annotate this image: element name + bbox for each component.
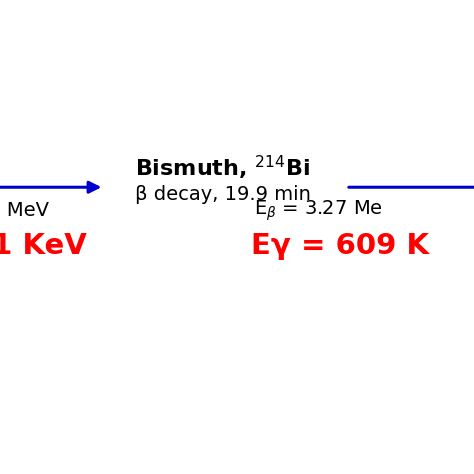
Text: β decay, 19.9 min: β decay, 19.9 min [135,185,311,204]
Text: E$_{\beta}$ = 3.27 Me: E$_{\beta}$ = 3.27 Me [254,199,383,223]
Text: Bismuth, $^{214}$Bi: Bismuth, $^{214}$Bi [135,154,310,182]
Text: 03 MeV: 03 MeV [0,201,49,220]
Text: Eγ = 609 K: Eγ = 609 K [251,232,429,261]
Text: 51 KeV: 51 KeV [0,232,86,261]
